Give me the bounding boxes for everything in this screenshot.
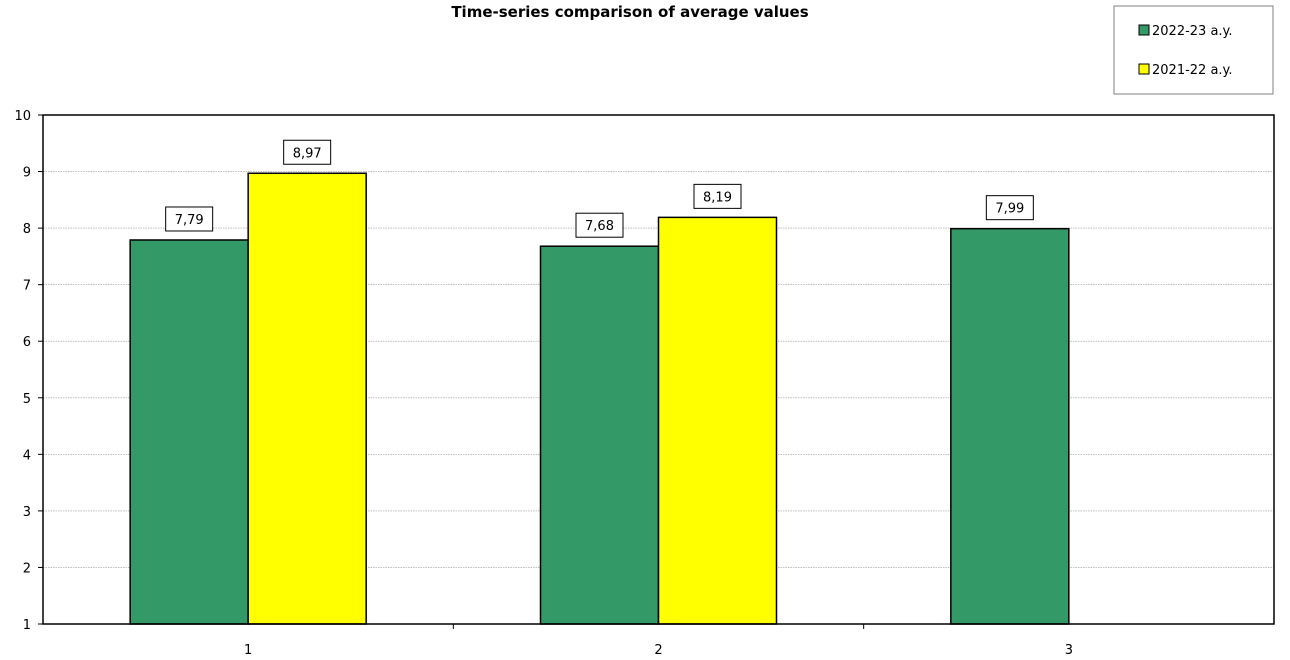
y-tick-label: 8 — [23, 222, 31, 237]
data-labels: 7,79 8,97 7,68 8,19 7,99 — [165, 139, 1034, 238]
data-label-box — [165, 206, 214, 232]
bar — [247, 172, 367, 625]
legend-label-2022-23: 2022-23 a.y. — [1152, 24, 1233, 39]
x-tick-label: 2 — [654, 643, 662, 658]
legend-label-2021-22: 2021-22 a.y. — [1152, 63, 1233, 78]
bars — [129, 172, 1070, 625]
x-tick-label: 1 — [244, 643, 252, 658]
data-label-box — [575, 212, 624, 238]
y-tick-label: 4 — [23, 448, 31, 463]
bar — [129, 239, 249, 625]
plot-area-border — [42, 114, 1275, 625]
data-label-box — [283, 139, 332, 165]
y-tick-label: 2 — [23, 561, 31, 576]
x-axis: 1 2 3 — [244, 624, 1073, 658]
data-label: 7,79 — [175, 213, 204, 228]
legend-box — [1113, 5, 1274, 95]
legend: 2022-23 a.y. 2021-22 a.y. — [1113, 5, 1274, 95]
y-axis: 1 2 3 4 5 6 7 8 9 10 — [14, 109, 43, 633]
bar — [950, 227, 1070, 625]
data-label: 7,99 — [995, 202, 1024, 217]
data-label: 7,68 — [585, 219, 614, 234]
legend-swatch-2021-22 — [1138, 63, 1150, 75]
y-tick-label: 9 — [23, 166, 31, 181]
y-tick-label: 6 — [23, 335, 31, 350]
y-tick-label: 7 — [23, 279, 31, 294]
data-label-box — [693, 183, 742, 209]
data-label-box — [985, 195, 1034, 221]
data-label: 8,97 — [293, 146, 322, 161]
bar — [657, 216, 778, 625]
data-label: 8,19 — [703, 190, 732, 205]
chart-title: Time-series comparison of average values — [451, 3, 808, 21]
y-tick-label: 10 — [14, 109, 31, 124]
legend-swatch-2022-23 — [1138, 24, 1150, 36]
y-tick-label: 5 — [23, 392, 31, 407]
y-tick-label: 3 — [23, 505, 31, 520]
y-tick-label: 1 — [23, 618, 31, 633]
x-tick-label: 3 — [1065, 643, 1073, 658]
bar — [539, 245, 660, 625]
